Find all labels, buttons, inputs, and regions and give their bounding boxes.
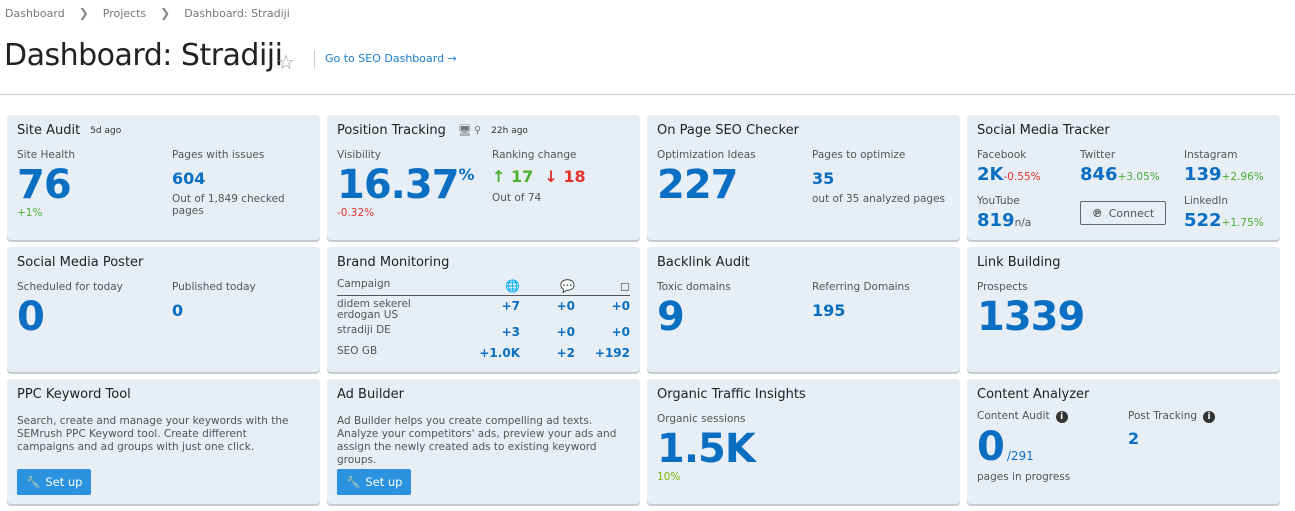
chevron-right-icon: ❯: [78, 6, 89, 20]
change: +1%: [17, 207, 43, 219]
change: 10%: [657, 471, 681, 483]
ad-builder-card[interactable]: Ad Builder Ad Builder helps you create c…: [327, 379, 640, 504]
label: Visibility: [337, 149, 382, 161]
facebook-stat: Facebook 2K-0.55%: [977, 149, 1041, 185]
breadcrumb-current: Dashboard: Stradiji: [184, 6, 290, 20]
card-title[interactable]: Brand Monitoring: [337, 255, 450, 270]
brand-monitoring-card[interactable]: Brand Monitoring Campaign 🌐 💬 ◻ didem seker…: [327, 247, 640, 372]
toxic-value[interactable]: 9: [657, 294, 685, 340]
visibility-value: 16.37%: [337, 162, 475, 208]
arrow-up-icon: ↑: [492, 167, 506, 186]
label: Organic sessions: [657, 413, 746, 425]
wrench-icon: 🔧: [346, 475, 361, 489]
connect-pinterest-button[interactable]: ℗ Connect: [1080, 201, 1166, 225]
on-page-seo-card[interactable]: On Page SEO Checker Optimization Ideas 2…: [647, 115, 960, 240]
table-row: SEO GB +1.0K +2 +192: [337, 345, 630, 360]
label: Scheduled for today: [17, 281, 123, 293]
label: Ranking change: [492, 149, 577, 161]
ppc-keyword-card[interactable]: PPC Keyword Tool Search, create and mana…: [7, 379, 320, 504]
pages-value[interactable]: 35: [812, 169, 835, 188]
card-title[interactable]: PPC Keyword Tool: [17, 387, 131, 402]
breadcrumb-dashboard[interactable]: Dashboard: [5, 6, 65, 20]
note: out of 35 analyzed pages: [812, 193, 946, 205]
content-analyzer-card[interactable]: Content Analyzer Content Audit i 0/291 pa…: [967, 379, 1280, 504]
content-audit-value[interactable]: 0/291: [977, 424, 1034, 470]
organic-traffic-card[interactable]: Organic Traffic Insights Organic session…: [647, 379, 960, 504]
breadcrumb: Dashboard ❯ Projects ❯ Dashboard: Stradiji: [5, 6, 290, 20]
card-title[interactable]: Organic Traffic Insights: [657, 387, 806, 402]
card-title[interactable]: Social Media Tracker: [977, 123, 1110, 138]
label: Published today: [172, 281, 256, 293]
updated-ago: 5d ago: [90, 125, 122, 136]
site-health-value: 76: [17, 162, 72, 208]
wrench-icon: 🔧: [26, 475, 41, 489]
card-title[interactable]: Backlink Audit: [657, 255, 750, 270]
desktop-icon: 🖥: [457, 124, 472, 137]
youtube-stat: YouTube 819n/a: [977, 195, 1032, 231]
ranking-change: ↑ 17 ↓ 18: [492, 167, 586, 186]
globe-icon: 🌐: [505, 279, 520, 293]
info-icon[interactable]: i: [1055, 411, 1068, 423]
card-title[interactable]: Ad Builder: [337, 387, 405, 402]
description: Ad Builder helps you create compelling a…: [337, 415, 617, 467]
note: pages in progress: [977, 471, 1071, 483]
twitter-stat: Twitter 846+3.05%: [1080, 149, 1160, 185]
seo-dashboard-link[interactable]: Go to SEO Dashboard →: [325, 52, 457, 65]
card-title[interactable]: Link Building: [977, 255, 1061, 270]
label: Pages to optimize: [812, 149, 906, 161]
description: Search, create and manage your keywords …: [17, 415, 289, 454]
change: -0.32%: [337, 207, 375, 219]
label: Optimization Ideas: [657, 149, 756, 161]
column-header: Campaign: [337, 278, 391, 290]
note: Out of 1,849 checked pages: [172, 193, 285, 218]
label: Toxic domains: [657, 281, 731, 293]
position-tracking-card[interactable]: Position Tracking 🖥 ⚲ 22h ago Visibility 16…: [327, 115, 640, 240]
label: Post Tracking i: [1128, 410, 1216, 423]
label: Site Health: [17, 149, 75, 161]
comment-icon: 💬: [560, 279, 575, 293]
instagram-stat: Instagram 139+2.96%: [1184, 149, 1264, 185]
card-title[interactable]: On Page SEO Checker: [657, 123, 799, 138]
star-icon[interactable]: ☆: [277, 50, 295, 74]
card-title[interactable]: Position Tracking: [337, 123, 446, 138]
link-building-card[interactable]: Link Building Prospects 1339: [967, 247, 1280, 372]
linkedin-stat: LinkedIn 522+1.75%: [1184, 195, 1264, 231]
prospects-value[interactable]: 1339: [977, 294, 1085, 340]
referring-value[interactable]: 195: [812, 301, 846, 320]
updated-ago: 22h ago: [491, 125, 528, 136]
social-tracker-card[interactable]: Social Media Tracker Facebook 2K-0.55% Tw…: [967, 115, 1280, 240]
info-icon[interactable]: i: [1203, 411, 1216, 423]
setup-button[interactable]: 🔧 Set up: [337, 469, 412, 495]
label: Pages with issues: [172, 149, 265, 161]
breadcrumb-projects[interactable]: Projects: [102, 6, 147, 20]
location-pin-icon: ⚲: [473, 125, 482, 136]
backlink-audit-card[interactable]: Backlink Audit Toxic domains 9 Referring…: [647, 247, 960, 372]
table-row: didem sekerel erdogan US +7 +0 +0: [337, 298, 630, 322]
setup-button[interactable]: 🔧 Set up: [17, 469, 92, 495]
page-title: Dashboard: Stradiji: [4, 38, 283, 73]
arrow-down-icon: ↓: [544, 167, 558, 186]
post-tracking-value[interactable]: 2: [1128, 429, 1140, 448]
card-title[interactable]: Social Media Poster: [17, 255, 144, 270]
ideas-value[interactable]: 227: [657, 162, 738, 208]
card-title[interactable]: Content Analyzer: [977, 387, 1090, 402]
divider: [314, 50, 315, 68]
social-poster-card[interactable]: Social Media Poster Scheduled for today …: [7, 247, 320, 372]
label: Prospects: [977, 281, 1028, 293]
table-row: stradiji DE +3 +0 +0: [337, 324, 630, 339]
label: Referring Domains: [812, 281, 910, 293]
sessions-value[interactable]: 1.5K: [657, 426, 756, 472]
published-value[interactable]: 0: [172, 301, 184, 320]
note: Out of 74: [492, 192, 542, 204]
pinterest-icon: ℗: [1091, 206, 1103, 220]
scheduled-value[interactable]: 0: [17, 294, 45, 340]
instagram-icon: ◻: [620, 279, 630, 293]
site-audit-card[interactable]: Site Audit 5d ago Site Health 76 +1% Page…: [7, 115, 320, 240]
card-title[interactable]: Site Audit: [17, 123, 81, 138]
issues-value[interactable]: 604: [172, 169, 206, 188]
brand-table: Campaign 🌐 💬 ◻ didem sekerel erdogan US +7 +0…: [337, 278, 630, 360]
chevron-right-icon: ❯: [160, 6, 171, 20]
label: Content Audit i: [977, 410, 1068, 423]
divider: [0, 94, 1295, 95]
